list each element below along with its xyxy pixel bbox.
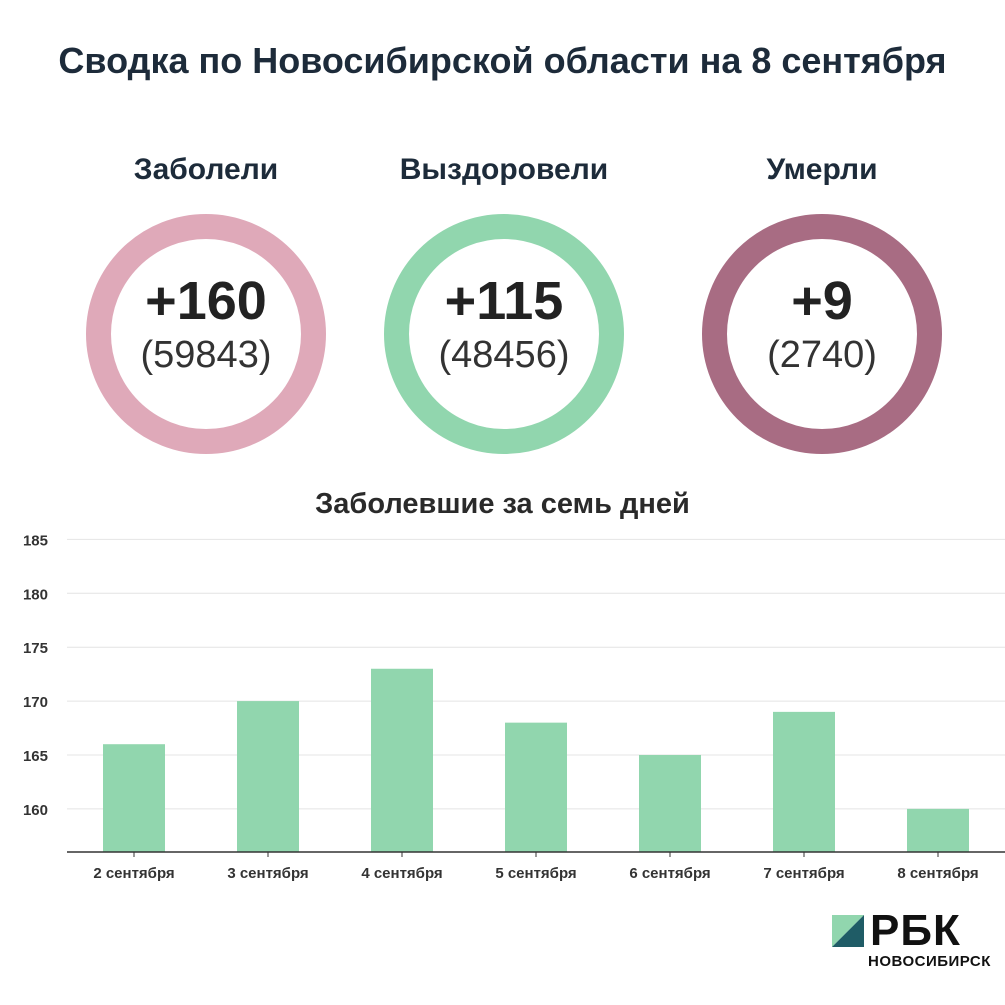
x-tick-label: 2 сентября — [93, 865, 174, 882]
stat-label: Умерли — [766, 153, 878, 186]
recovered-ring: +115 (48456) — [384, 214, 624, 454]
bar — [505, 722, 567, 852]
y-tick-label: 160 — [23, 802, 48, 819]
x-tick-label: 4 сентября — [361, 865, 442, 882]
chart-title: Заболевшие за семь дней — [315, 488, 690, 520]
y-tick-label: 165 — [23, 748, 48, 765]
x-tick-label: 7 сентября — [763, 865, 844, 882]
bar — [371, 668, 433, 852]
y-tick-label: 170 — [23, 694, 48, 711]
y-tick-label: 180 — [23, 586, 48, 603]
stat-delta: +115 — [444, 271, 564, 331]
stat-total: (48456) — [438, 334, 570, 376]
stat-recovered: Выздоровели +115 (48456) — [354, 150, 654, 454]
page-title: Сводка по Новосибирской области на 8 сен… — [58, 40, 947, 81]
logo-text: РБК — [870, 906, 961, 955]
bar — [237, 701, 299, 852]
logo-mark-icon — [832, 915, 864, 947]
y-tick-label: 175 — [23, 640, 48, 657]
stat-label: Выздоровели — [399, 153, 609, 186]
x-tick-label: 5 сентября — [495, 865, 576, 882]
y-tick-label: 185 — [23, 532, 48, 549]
infected-ring: +160 (59843) — [86, 214, 326, 454]
x-tick-label: 6 сентября — [629, 865, 710, 882]
stat-total: (59843) — [140, 334, 272, 376]
x-tick-label: 8 сентября — [897, 865, 978, 882]
bar — [639, 754, 701, 852]
logo-subtitle: НОВОСИБИРСК — [868, 953, 991, 970]
stat-delta: +160 — [145, 271, 267, 331]
bar — [103, 744, 165, 852]
deaths-ring: +9 (2740) — [702, 214, 942, 454]
x-tick-label: 3 сентября — [227, 865, 308, 882]
stat-delta: +9 — [791, 271, 853, 331]
stat-label: Заболели — [133, 153, 279, 186]
bar — [907, 808, 969, 852]
bar-chart: 160 165 170 175 180 185 2 сентября 3 сентября 4 … — [23, 532, 1005, 882]
bar — [773, 711, 835, 852]
rbc-logo: РБК НОВОСИБИРСК — [832, 907, 1002, 975]
stat-deaths: Умерли +9 (2740) — [672, 150, 972, 454]
stat-total: (2740) — [767, 334, 877, 376]
stat-infected: Заболели +160 (59843) — [56, 150, 356, 454]
